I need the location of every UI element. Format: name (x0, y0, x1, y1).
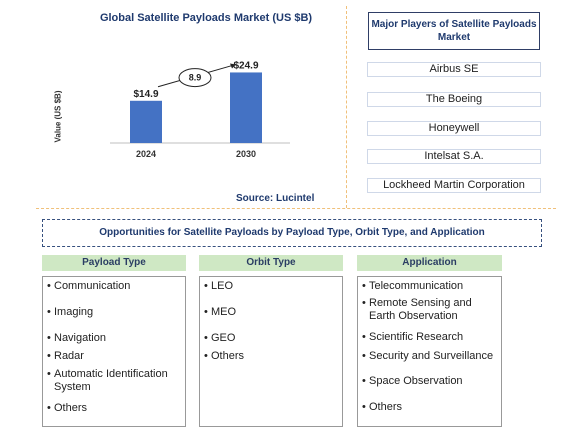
bar-2024 (130, 100, 162, 143)
bar-chart: $14.9 2024 $24.9 2030 8.9 (110, 60, 290, 159)
arrow-head (230, 63, 236, 69)
player-item: Intelsat S.A. (367, 149, 541, 164)
player-item: The Boeing (367, 92, 541, 107)
list-item: • Others (362, 401, 403, 413)
list-item: • Imaging (47, 306, 94, 318)
list-item: • Telecommunication (362, 280, 464, 292)
list-item: • Space Observation (362, 375, 463, 387)
orbit-type-list: • LEO • MEO • GEO • Others (199, 276, 343, 427)
data-label: $14.9 (133, 89, 158, 100)
x-tick-label: 2024 (136, 149, 156, 159)
list-item: • Others (204, 350, 245, 362)
list-item: • Remote Sensing and Earth Observation (362, 297, 472, 322)
bar-2030 (230, 72, 262, 143)
player-item: Honeywell (367, 121, 541, 136)
cagr-badge (178, 68, 212, 88)
list-item: • MEO (204, 306, 237, 318)
vertical-divider (346, 6, 347, 208)
source-note: Source: Lucintel (236, 193, 315, 204)
list-item: • Radar (47, 350, 84, 362)
opportunities-banner: Opportunities for Satellite Payloads by … (42, 219, 542, 247)
payload-type-list: • Communication • Imaging • Navigation • Rad… (42, 276, 186, 427)
application-list: • Telecommunication • Remote Sensing and E… (357, 276, 502, 427)
list-item: • Communication (47, 280, 131, 292)
column-header-payload-type: Payload Type (42, 255, 186, 271)
player-item: Lockheed Martin Corporation (367, 178, 541, 193)
y-axis-label: Value (US $B) (53, 90, 63, 143)
players-header: Major Players of Satellite Payloads Mark… (368, 12, 540, 50)
list-item: • Scientific Research (362, 331, 464, 343)
horizontal-divider (36, 208, 556, 209)
list-item: • Others (47, 402, 88, 414)
data-label: $24.9 (233, 60, 258, 71)
cagr-label: 8.9 (189, 73, 202, 83)
list-item: • LEO (204, 280, 234, 292)
list-item: • Automatic Identification System (47, 368, 168, 393)
column-header-application: Application (357, 255, 502, 271)
column-header-orbit-type: Orbit Type (199, 255, 343, 271)
chart-title: Global Satellite Payloads Market (US $B) (99, 12, 313, 24)
player-item: Airbus SE (367, 62, 541, 77)
x-tick-label: 2030 (236, 149, 256, 159)
list-item: • Security and Surveillance (362, 350, 494, 362)
list-item: • Navigation (47, 332, 106, 344)
list-item: • GEO (204, 332, 236, 344)
